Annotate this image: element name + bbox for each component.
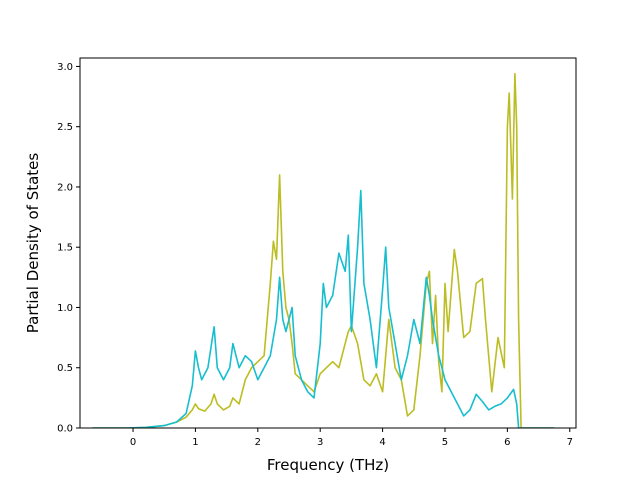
x-axis-title: Frequency (THz) xyxy=(267,456,389,474)
y-tick-label: 0.5 xyxy=(57,363,73,374)
x-tick-label: 3 xyxy=(317,437,323,448)
series-line-1 xyxy=(92,189,555,428)
series-line-0 xyxy=(92,72,555,428)
plot-frame xyxy=(79,57,577,429)
y-tick-label: 3.0 xyxy=(57,62,73,73)
y-tick-label: 1.5 xyxy=(57,243,73,254)
y-axis: 0.0 0.5 1.0 1.5 2.0 2.5 3.0 xyxy=(57,62,80,435)
series-layer xyxy=(92,72,555,428)
x-tick-label: 2 xyxy=(255,437,261,448)
x-tick-label: 0 xyxy=(130,437,136,448)
y-tick-label: 0.0 xyxy=(57,424,73,435)
y-tick-label: 1.0 xyxy=(57,303,73,314)
y-tick-label: 2.0 xyxy=(57,182,73,193)
y-axis-title: Partial Density of States xyxy=(24,153,42,334)
x-tick-label: 1 xyxy=(192,437,198,448)
x-tick-label: 4 xyxy=(379,437,385,448)
x-tick-label: 5 xyxy=(442,437,448,448)
x-tick-label: 6 xyxy=(504,437,510,448)
x-axis: 0 1 2 3 4 5 6 7 xyxy=(130,428,573,448)
x-tick-label: 7 xyxy=(567,437,573,448)
y-tick-label: 2.5 xyxy=(57,122,73,133)
plot-area xyxy=(92,72,555,428)
